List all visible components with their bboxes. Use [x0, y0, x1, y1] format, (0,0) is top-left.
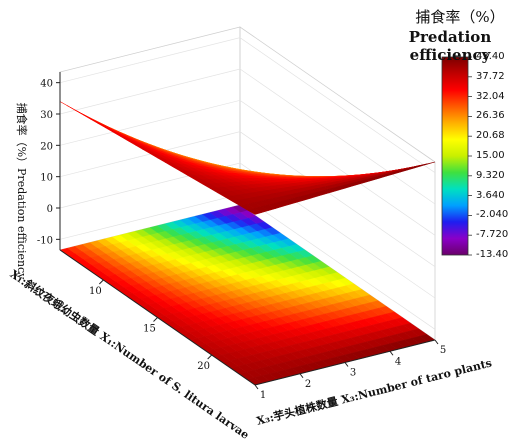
- x3-tick: [434, 339, 439, 345]
- colorbar-tick-label: 15.00: [476, 150, 505, 161]
- colorbar-tick-label: -2.040: [476, 209, 509, 221]
- x1-tick-label: 20: [197, 361, 210, 372]
- x3-tick: [254, 384, 259, 390]
- x3-tick: [299, 373, 304, 379]
- x3-tick-label: 4: [395, 356, 401, 367]
- x1-tick: [98, 279, 104, 285]
- z-tick-label: 0: [47, 204, 53, 215]
- z-tick-label: 20: [40, 141, 53, 152]
- response-surface: [59, 101, 436, 215]
- legend-title-en: Predation efficiency: [408, 28, 492, 64]
- colorbar-tick-label: 26.36: [476, 110, 505, 122]
- x1-tick-label: 10: [89, 286, 102, 297]
- z-axis-label: 捕食率（%）Predation efficiency: [15, 103, 29, 281]
- colorbar-tick-label: 3.640: [476, 189, 505, 201]
- x3-tick: [389, 350, 394, 356]
- colorbar-tick-label: 37.72: [476, 70, 505, 82]
- x1-tick-label: 15: [143, 324, 156, 335]
- colorbar-tick-label: -13.40: [476, 249, 509, 260]
- z-tick-label: -10: [37, 235, 53, 246]
- contour-floor: [59, 204, 436, 386]
- x1-tick: [153, 317, 158, 322]
- colorbar-tick-label: 43.40: [476, 51, 505, 62]
- x3-tick-label: 3: [350, 368, 356, 379]
- colorbar-tick-label: 9.320: [476, 169, 505, 181]
- colorbar-tick-label: 32.04: [476, 90, 505, 102]
- colorbar: [441, 56, 472, 256]
- z-gridline: [59, 131, 436, 267]
- x3-tick: [344, 362, 349, 367]
- x3-tick-label: 2: [305, 379, 311, 390]
- z-gridline: [59, 162, 436, 299]
- colorbar-tick-label: -7.720: [476, 229, 509, 241]
- z-gridline: [59, 37, 436, 173]
- z-gridline: [59, 68, 436, 205]
- x3-tick-label: 1: [260, 390, 266, 401]
- z-tick-label: 10: [40, 173, 53, 184]
- legend-title-cn: 捕食率（%）: [415, 8, 505, 26]
- colorbar-gradient: [441, 56, 469, 256]
- z-gridline: [59, 99, 436, 236]
- z-tick-label: 30: [40, 110, 53, 121]
- surface-cell: [246, 208, 263, 215]
- x3-tick-label: 5: [440, 345, 446, 356]
- z-tick-label: 40: [40, 79, 53, 90]
- colorbar-tick-label: 20.68: [476, 130, 505, 142]
- x1-tick: [207, 354, 213, 360]
